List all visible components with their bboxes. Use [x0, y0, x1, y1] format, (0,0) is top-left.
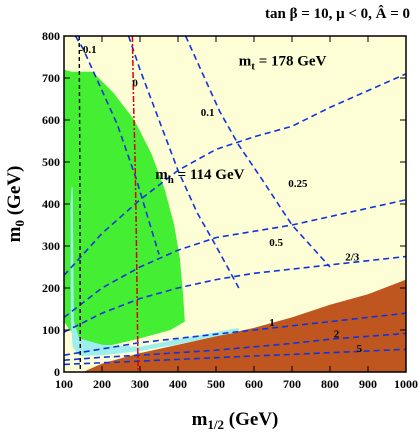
contour-label: 2/3 [345, 252, 360, 264]
x-tick-label: 100 [55, 377, 73, 391]
x-tick-label: 900 [359, 377, 377, 391]
top-mass-label: mt = 178 GeV [239, 53, 327, 72]
x-tick-label: 700 [283, 377, 301, 391]
contour-2 [64, 332, 406, 361]
region-stau-LSP-excluded [64, 279, 406, 372]
x-tick-label: 800 [321, 377, 339, 391]
contour--0.1 [74, 36, 160, 255]
chargino-line [78, 36, 82, 372]
contour-label: 0.25 [288, 178, 308, 190]
y-tick-label: 100 [42, 323, 60, 337]
contour-2/3 [64, 255, 406, 333]
y-tick-label: 700 [42, 71, 60, 85]
contour-0.25 [64, 73, 406, 276]
y-tick-label: 400 [42, 197, 60, 211]
contour-label: 0.5 [269, 237, 283, 249]
y-tick-label: 500 [42, 155, 60, 169]
contour-0.5 [64, 199, 406, 319]
x-axis-title: m1/2 (GeV) [192, 409, 279, 432]
x-tick-label: 500 [207, 377, 225, 391]
y-tick-label: 0 [54, 365, 60, 379]
x-tick-label: 300 [131, 377, 149, 391]
x-tick-label: 200 [93, 377, 111, 391]
x-tick-label: 1000 [394, 377, 418, 391]
x-tick-label: 400 [169, 377, 187, 391]
contour-label: 0 [132, 77, 138, 89]
contour-5 [64, 348, 406, 366]
contour-label: -0.1 [79, 44, 96, 56]
contour-label: 5 [357, 343, 363, 355]
contour-label: 0.1 [201, 107, 215, 119]
y-axis-title: m0 (GeV) [4, 166, 27, 243]
chart-title: tan β = 10, μ < 0, Â = 0 [265, 5, 410, 22]
higgs-mass-line [131, 36, 139, 372]
contour-0.1 [184, 36, 331, 268]
x-tick-label: 600 [245, 377, 263, 391]
y-tick-label: 300 [42, 239, 60, 253]
contour-label: 2 [334, 329, 340, 341]
contour-1 [64, 312, 406, 356]
y-tick-label: 200 [42, 281, 60, 295]
region-g-2-favoured [64, 69, 185, 347]
higgs-mass-label: mh = 114 GeV [155, 167, 244, 186]
contour-label: 1 [269, 317, 275, 329]
y-tick-label: 600 [42, 113, 60, 127]
y-tick-label: 800 [42, 29, 60, 43]
